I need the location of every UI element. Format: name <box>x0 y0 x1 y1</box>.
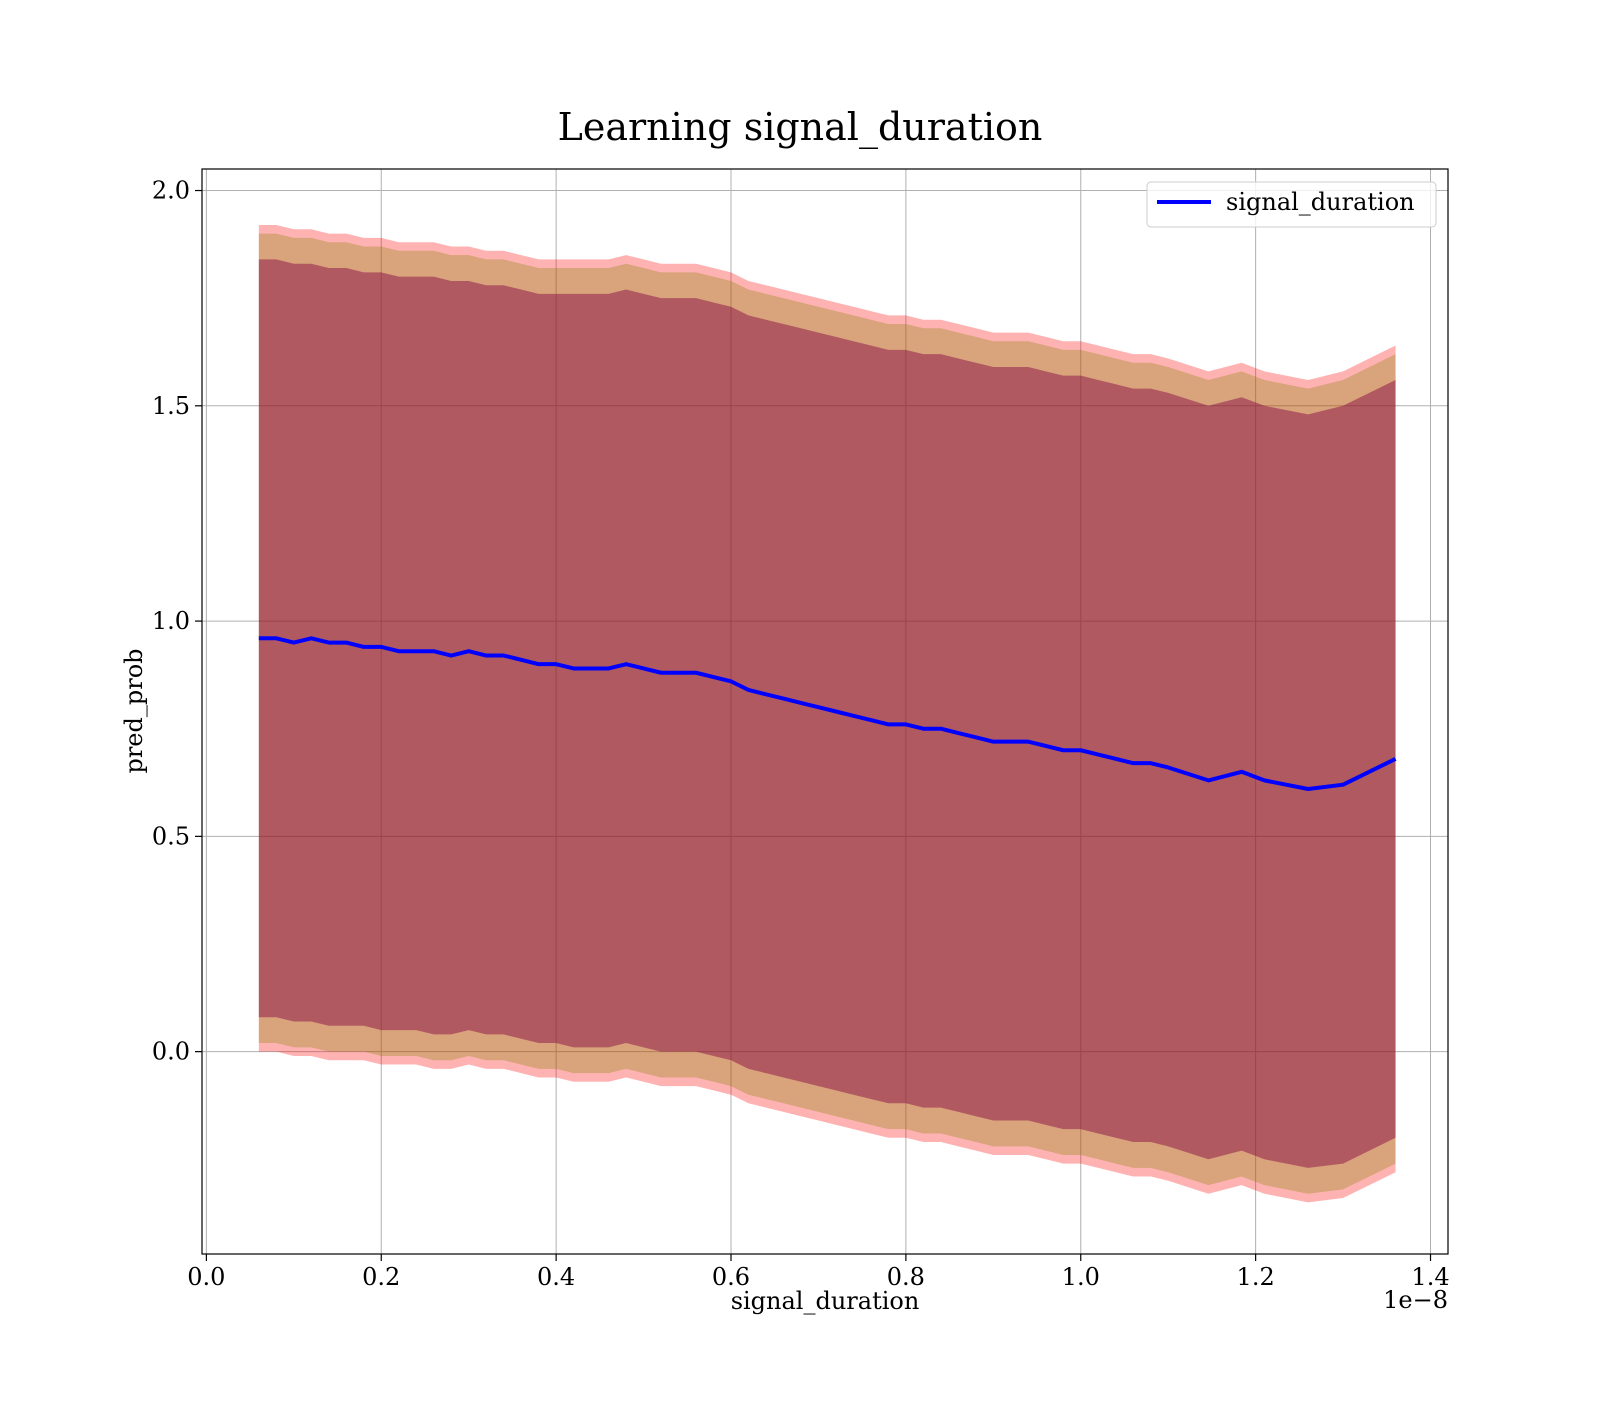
series-lines <box>258 636 1397 791</box>
y-tick-label: 1.5 <box>152 392 190 420</box>
x-axis-offset-label: 1e−8 <box>1383 1286 1448 1314</box>
y-tick-label: 0.5 <box>152 822 190 850</box>
chart-title: Learning signal_duration <box>558 105 1043 150</box>
x-axis-ticks: 0.0 0.2 0.4 0.6 0.8 1.0 1.2 1.4 <box>187 1254 1450 1291</box>
y-tick-label: 2.0 <box>152 177 190 205</box>
legend-label: signal_duration <box>1226 188 1415 216</box>
confidence-band <box>258 259 1396 1168</box>
plot-frame <box>201 168 1449 1255</box>
x-tick-label: 0.2 <box>362 1263 400 1291</box>
x-tick-label: 0.4 <box>537 1263 575 1291</box>
y-axis-ticks: 0.0 0.5 1.0 1.5 2.0 <box>152 177 202 1066</box>
x-tick-label: 0.0 <box>187 1263 225 1291</box>
x-tick-label: 1.2 <box>1237 1263 1275 1291</box>
y-axis-label: pred_prob <box>120 648 148 773</box>
legend-box <box>1146 181 1437 228</box>
series-line <box>258 636 1397 791</box>
x-tick-label: 0.6 <box>712 1263 750 1291</box>
confidence-band <box>258 233 1396 1194</box>
x-tick-label: 1.4 <box>1411 1263 1449 1291</box>
confidence-bands <box>258 224 1396 1203</box>
x-tick-label: 0.8 <box>887 1263 925 1291</box>
y-tick-label: 0.0 <box>152 1038 190 1066</box>
confidence-band <box>258 224 1396 1203</box>
x-axis-label: signal_duration <box>731 1287 920 1315</box>
legend: signal_duration <box>1146 181 1437 228</box>
x-tick-label: 1.0 <box>1062 1263 1100 1291</box>
y-tick-label: 1.0 <box>152 607 190 635</box>
